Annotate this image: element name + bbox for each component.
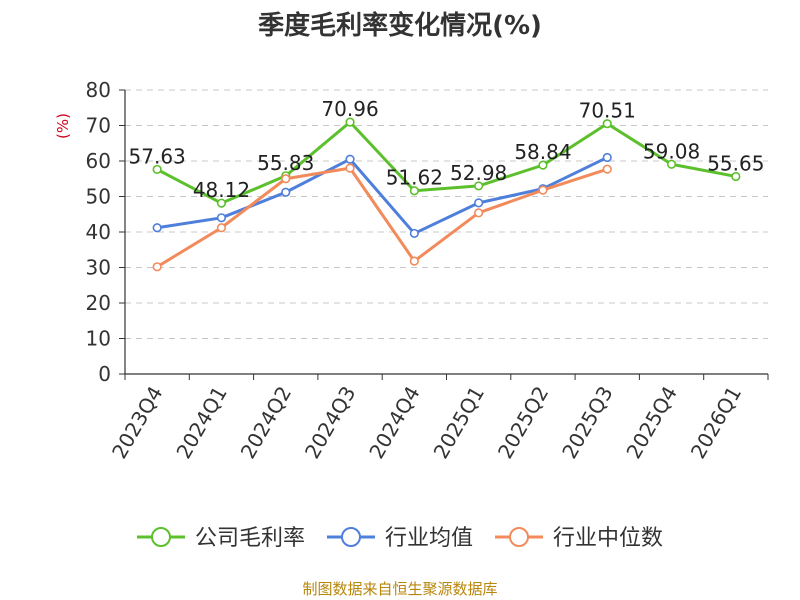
data-point[interactable]	[152, 262, 162, 272]
data-point[interactable]	[216, 213, 227, 223]
data-label: 52.98	[450, 161, 507, 185]
data-point[interactable]	[409, 256, 419, 266]
data-point[interactable]	[409, 228, 419, 239]
x-tick-label: 2023Q4	[107, 382, 167, 463]
data-label: 70.96	[321, 97, 378, 121]
x-tick-label: 2025Q2	[493, 382, 553, 463]
y-tick-label: 30	[86, 256, 111, 280]
data-point[interactable]	[474, 181, 484, 191]
grid-lines	[125, 89, 768, 339]
data-point[interactable]	[731, 171, 741, 182]
y-tick-label: 0	[98, 362, 111, 386]
series-lines	[152, 117, 741, 272]
legend-marker	[150, 527, 171, 547]
legend-label: 公司毛利率	[195, 526, 305, 551]
data-point[interactable]	[474, 198, 484, 208]
data-label: 55.65	[707, 151, 764, 175]
data-label: 51.62	[386, 166, 443, 190]
chart-title: 季度毛利率变化情况(%)	[258, 10, 542, 41]
x-tick-label: 2025Q1	[429, 382, 489, 463]
source-note: 制图数据来自恒生聚源数据库	[302, 580, 497, 598]
x-tick-label: 2025Q3	[557, 382, 617, 463]
x-tick-label: 2024Q1	[171, 382, 231, 463]
y-tick-label: 10	[86, 327, 111, 351]
data-point[interactable]	[216, 223, 227, 233]
data-point[interactable]	[281, 174, 291, 184]
data-point[interactable]	[345, 117, 355, 127]
legend-marker	[340, 527, 361, 547]
data-point[interactable]	[538, 160, 548, 170]
legend-label: 行业均值	[385, 526, 473, 551]
data-point[interactable]	[602, 164, 612, 174]
y-tick-label: 70	[86, 114, 111, 138]
data-labels: 57.63 48.12 55.83 70.96 51.62 52.98 58.84 70.51…	[129, 97, 765, 202]
legend-marker	[509, 527, 530, 547]
y-axis-unit: (%)	[54, 113, 72, 139]
data-label: 70.51	[579, 99, 636, 123]
legend-item[interactable]: 行业中位数	[495, 526, 663, 551]
legend-label: 行业中位数	[553, 526, 663, 551]
x-tick-label: 2025Q4	[621, 382, 681, 463]
data-point[interactable]	[152, 223, 162, 233]
data-label: 57.63	[129, 144, 186, 168]
data-point[interactable]	[345, 154, 355, 164]
legend[interactable]: 公司毛利率 行业均值 行业中位数	[136, 526, 663, 551]
data-point[interactable]	[281, 187, 291, 197]
y-tick-label: 80	[86, 78, 111, 102]
data-point[interactable]	[345, 163, 355, 173]
y-tick-label: 20	[86, 291, 111, 315]
data-label: 59.08	[643, 139, 700, 163]
y-tick-label: 60	[86, 149, 111, 173]
data-point[interactable]	[216, 198, 227, 208]
x-tick-label: 2024Q2	[236, 382, 296, 463]
data-point[interactable]	[602, 119, 612, 129]
legend-item[interactable]: 公司毛利率	[136, 526, 305, 551]
y-tick-label: 50	[86, 185, 111, 209]
x-tick-label: 2024Q3	[300, 382, 360, 463]
data-point[interactable]	[152, 164, 162, 175]
legend-item[interactable]: 行业均值	[326, 526, 473, 551]
series-line	[156, 166, 608, 269]
data-point[interactable]	[409, 186, 419, 196]
series-line	[156, 120, 737, 205]
data-point[interactable]	[538, 185, 548, 195]
data-label: 58.84	[514, 140, 571, 164]
data-point[interactable]	[666, 159, 677, 169]
data-label: 48.12	[193, 178, 250, 202]
x-tick-label: 2024Q4	[364, 382, 424, 463]
data-label: 55.83	[257, 151, 314, 175]
data-point[interactable]	[602, 152, 612, 163]
x-tick-label: 2026Q1	[686, 382, 746, 463]
data-point[interactable]	[474, 208, 484, 218]
y-tick-label: 40	[86, 220, 111, 244]
series-line	[156, 156, 608, 235]
